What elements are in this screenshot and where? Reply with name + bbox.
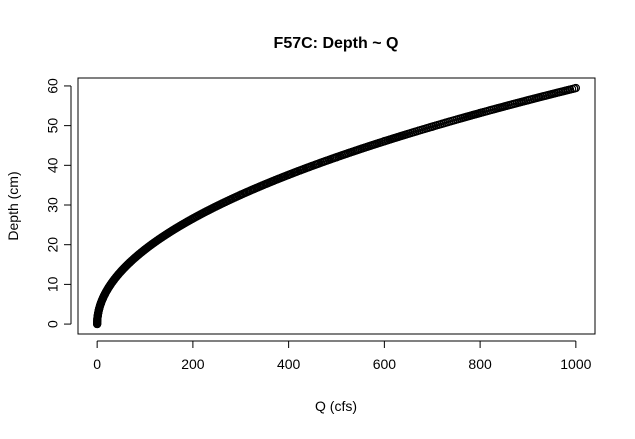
- data-point: [93, 312, 102, 321]
- data-point: [96, 298, 106, 308]
- data-point: [284, 170, 293, 179]
- x-tick-label: 800: [468, 356, 492, 372]
- data-point: [100, 291, 109, 300]
- data-points: [93, 83, 580, 329]
- data-point: [116, 267, 126, 276]
- y-tick-label: 20: [45, 237, 61, 253]
- y-axis-label: Depth (cm): [5, 171, 21, 240]
- y-tick-label: 10: [45, 276, 61, 292]
- plot-frame: [77, 77, 596, 335]
- data-point: [188, 214, 197, 223]
- data-point: [236, 190, 245, 199]
- data-point: [94, 309, 103, 318]
- data-point: [380, 137, 389, 146]
- data-point: [105, 282, 114, 291]
- x-tick-label: 600: [373, 356, 397, 372]
- data-point: [476, 108, 485, 118]
- y-tick-label: 30: [45, 197, 61, 213]
- y-tick-label: 60: [45, 78, 61, 94]
- x-tick-label: 0: [93, 356, 101, 372]
- data-point: [94, 304, 104, 314]
- data-point: [106, 280, 115, 289]
- y-tick-label: 0: [45, 320, 61, 328]
- data-point: [571, 83, 580, 93]
- chart-title: F57C: Depth ~ Q: [274, 35, 399, 52]
- x-axis: 0 200 400 600 800 1000: [93, 340, 592, 372]
- x-tick-label: 400: [277, 356, 301, 372]
- data-point: [428, 122, 437, 131]
- x-tick-label: 200: [181, 356, 205, 372]
- y-tick-label: 40: [45, 157, 61, 173]
- x-axis-label: Q (cfs): [315, 398, 357, 414]
- data-point: [332, 153, 341, 162]
- x-tick-label: 1000: [560, 356, 591, 372]
- data-point: [140, 245, 150, 254]
- y-tick-label: 50: [45, 118, 61, 134]
- y-axis: 0 10 20 30 40 50 60: [45, 78, 72, 328]
- data-point: [523, 96, 533, 105]
- data-point: [93, 314, 102, 324]
